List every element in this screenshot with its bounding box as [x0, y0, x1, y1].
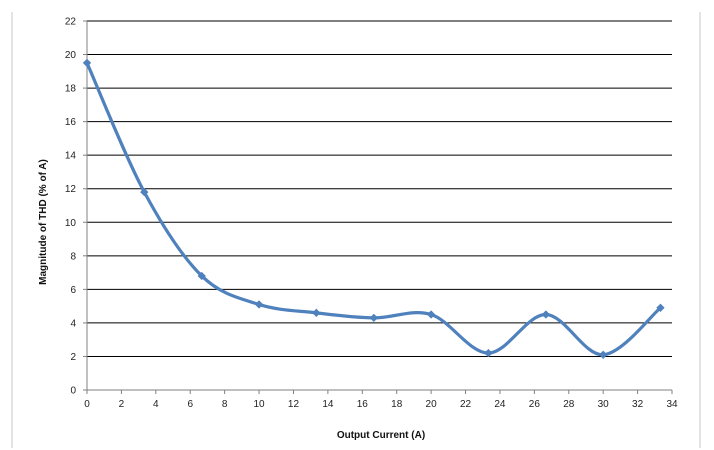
x-tick-label: 20: [426, 399, 438, 410]
data-point: [484, 348, 493, 358]
y-tick-label: 6: [70, 285, 76, 296]
y-tick-label: 8: [70, 251, 76, 262]
x-tick-label: 14: [322, 399, 334, 410]
series-line: [85, 61, 663, 357]
x-tick-label: 10: [253, 399, 265, 410]
y-tick-label: 16: [65, 117, 77, 128]
data-point: [140, 187, 149, 197]
data-point: [82, 58, 92, 68]
data-point: [369, 313, 378, 323]
axes: [83, 20, 673, 394]
y-tick-label: 2: [70, 352, 76, 363]
x-axis-title: Output Current (A): [337, 430, 425, 441]
y-tick-label: 4: [70, 318, 76, 329]
x-tick-label: 22: [460, 399, 472, 410]
x-tick-label: 34: [666, 399, 678, 410]
x-tick-label: 32: [632, 399, 644, 410]
y-tick-label: 0: [70, 386, 76, 397]
x-tick-label: 0: [84, 399, 90, 410]
x-tick-label: 18: [391, 399, 403, 410]
x-tick-label: 6: [187, 399, 193, 410]
series-layer: [82, 58, 665, 359]
x-tick-label: 4: [153, 399, 159, 410]
x-tick-label: 2: [119, 399, 125, 410]
data-point: [312, 308, 321, 318]
y-tick-label: 22: [65, 17, 77, 28]
y-tick-label: 12: [65, 184, 77, 195]
data-point: [254, 300, 264, 309]
y-tick-label: 10: [65, 218, 77, 229]
x-tick-label: 12: [288, 399, 300, 410]
x-tick-label: 8: [222, 399, 228, 410]
data-point: [197, 271, 206, 281]
data-point: [599, 350, 608, 359]
y-axis-title: Magnitude of THD (% of A): [38, 159, 49, 285]
data-point: [541, 310, 551, 319]
y-tick-label: 18: [65, 84, 77, 95]
x-tick-label: 24: [494, 399, 506, 410]
data-point: [656, 303, 665, 312]
x-tick-label: 16: [357, 399, 369, 410]
x-tick-label: 26: [529, 399, 541, 410]
x-tick-label: 30: [598, 399, 610, 410]
data-point: [426, 310, 436, 319]
x-tick-label: 28: [563, 399, 575, 410]
grid-lines: [87, 20, 672, 357]
y-tick-label: 14: [65, 151, 77, 162]
y-tick-label: 20: [65, 50, 77, 61]
